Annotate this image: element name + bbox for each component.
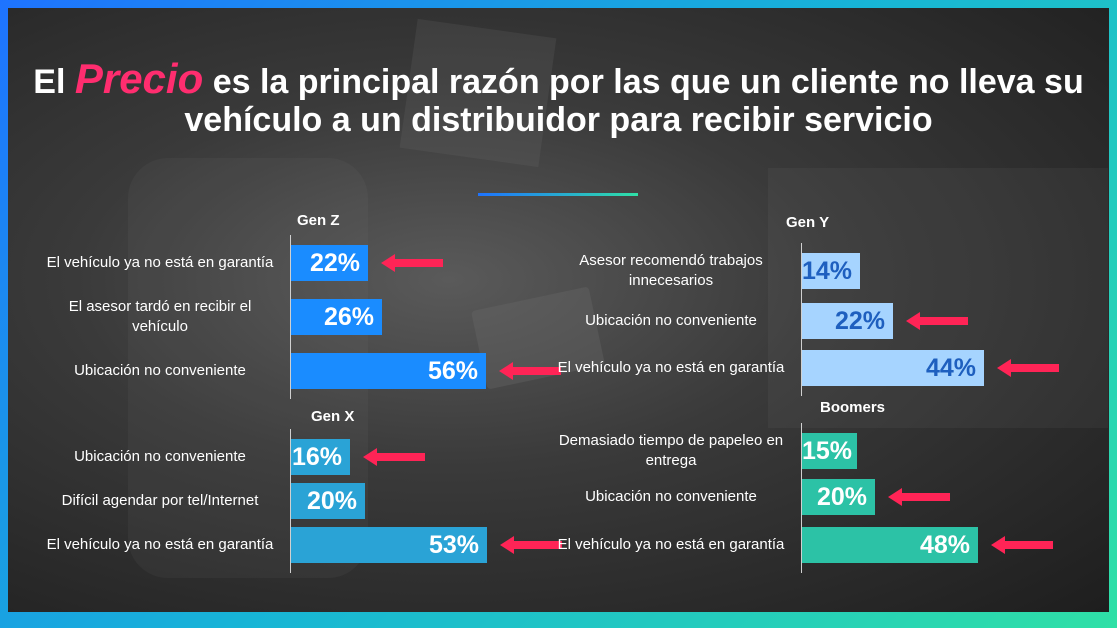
bar [291,299,382,335]
data-label: 16% [291,443,342,471]
group-title: Gen X [311,408,355,425]
bar [291,245,368,281]
data-label: 26% [323,303,374,331]
highlight-arrow-icon [888,488,950,506]
bar [291,527,487,563]
highlight-arrow-icon [363,448,425,466]
data-label: 53% [428,531,479,559]
category-label: Demasiado tiempo de papeleo en entrega [558,432,784,469]
title-highlight: Precio [74,55,204,102]
category-label: Ubicación no conveniente [74,362,246,379]
bar [802,303,893,339]
data-label: 20% [816,483,867,511]
category-label: El vehículo ya no está en garantía [46,536,274,553]
group-title: Gen Y [786,214,830,231]
bar [802,527,978,563]
title-prefix: El [33,63,75,101]
category-label: Ubicación no conveniente [585,312,757,329]
category-label: Difícil agendar por tel/Internet [61,492,259,509]
category-label: Ubicación no conveniente [74,448,246,465]
category-label: Asesor recomendó trabajos innecesarios [579,252,763,289]
category-axis [801,423,802,573]
data-label: 22% [309,249,360,277]
highlight-arrow-icon [991,536,1053,554]
bar [291,353,486,389]
data-label: 22% [834,307,885,335]
category-axis [801,243,802,396]
bar [802,253,860,289]
group-title: Boomers [820,399,886,416]
data-label: 20% [306,487,357,515]
highlight-arrow-icon [499,362,561,380]
data-label: 44% [925,354,976,382]
data-label: 56% [427,357,478,385]
data-label: 14% [802,257,853,285]
title-underline [478,193,638,196]
background-shape [768,168,1108,428]
category-axis [290,429,291,573]
highlight-arrow-icon [381,254,443,272]
highlight-arrow-icon [997,359,1059,377]
data-label: 15% [802,437,853,465]
category-label: El vehículo ya no está en garantía [557,359,785,376]
highlight-arrow-icon [906,312,968,330]
data-label: 48% [919,531,970,559]
highlight-arrow-icon [500,536,562,554]
category-label: El vehículo ya no está en garantía [557,536,785,553]
bar [802,433,857,469]
bar [291,439,350,475]
group-title: Gen Z [297,212,340,229]
bar [291,483,365,519]
category-axis [290,235,291,399]
category-label: Ubicación no conveniente [585,488,757,505]
chart-title: El Precio es la principal razón por las … [0,58,1117,140]
bar [802,479,875,515]
title-rest: es la principal razón por las que un cli… [184,63,1084,139]
category-label: El vehículo ya no está en garantía [46,254,274,271]
category-label: El asesor tardó en recibir el vehículo [68,298,252,335]
bar [802,350,984,386]
